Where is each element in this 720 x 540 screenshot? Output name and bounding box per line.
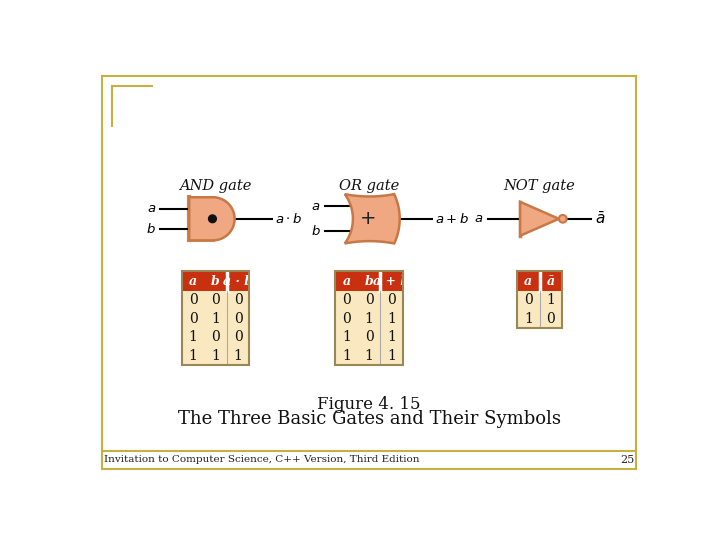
Text: a: a xyxy=(189,275,197,288)
Text: 0: 0 xyxy=(387,293,396,307)
Text: $a \cdot b$: $a \cdot b$ xyxy=(275,212,302,226)
Text: $\bar{a}$: $\bar{a}$ xyxy=(595,211,605,227)
FancyBboxPatch shape xyxy=(539,271,562,291)
Text: $a$: $a$ xyxy=(474,212,484,225)
Circle shape xyxy=(209,215,216,222)
Text: The Three Basic Gates and Their Symbols: The Three Basic Gates and Their Symbols xyxy=(178,410,560,428)
Text: $a + b$: $a + b$ xyxy=(436,212,469,226)
FancyBboxPatch shape xyxy=(336,328,402,347)
FancyBboxPatch shape xyxy=(182,328,249,347)
FancyBboxPatch shape xyxy=(517,291,562,309)
Text: Invitation to Computer Science, C++ Version, Third Edition: Invitation to Computer Science, C++ Vers… xyxy=(104,455,420,464)
Text: 1: 1 xyxy=(546,293,555,307)
Text: 0: 0 xyxy=(189,312,197,326)
FancyBboxPatch shape xyxy=(336,271,358,291)
FancyBboxPatch shape xyxy=(358,271,380,291)
FancyBboxPatch shape xyxy=(182,309,249,328)
Text: NOT gate: NOT gate xyxy=(503,179,575,193)
Text: 0: 0 xyxy=(211,293,220,307)
Text: 0: 0 xyxy=(342,312,351,326)
Text: 0: 0 xyxy=(211,330,220,345)
Text: 0: 0 xyxy=(524,293,533,307)
FancyBboxPatch shape xyxy=(227,271,249,291)
FancyBboxPatch shape xyxy=(204,271,227,291)
Text: a: a xyxy=(524,275,532,288)
Text: 0: 0 xyxy=(546,312,555,326)
Polygon shape xyxy=(345,194,400,244)
FancyBboxPatch shape xyxy=(336,291,402,309)
Text: 0: 0 xyxy=(234,330,243,345)
FancyBboxPatch shape xyxy=(182,347,249,365)
Text: 0: 0 xyxy=(234,312,243,326)
Text: 0: 0 xyxy=(342,293,351,307)
FancyBboxPatch shape xyxy=(182,291,249,309)
Text: 0: 0 xyxy=(364,330,374,345)
Text: 0: 0 xyxy=(189,293,197,307)
Text: 1: 1 xyxy=(387,330,396,345)
Polygon shape xyxy=(189,197,235,240)
Text: $b$: $b$ xyxy=(310,224,320,238)
Text: AND gate: AND gate xyxy=(179,179,252,193)
Text: 1: 1 xyxy=(342,349,351,363)
Text: 0: 0 xyxy=(234,293,243,307)
Text: ā: ā xyxy=(546,275,555,288)
FancyBboxPatch shape xyxy=(517,271,539,291)
Text: a · b: a · b xyxy=(223,275,253,288)
Text: a + b: a + b xyxy=(374,275,410,288)
Circle shape xyxy=(559,215,567,222)
FancyBboxPatch shape xyxy=(182,271,204,291)
Text: $a$: $a$ xyxy=(311,200,320,213)
Text: 1: 1 xyxy=(364,312,374,326)
Text: 1: 1 xyxy=(364,349,374,363)
FancyBboxPatch shape xyxy=(336,309,402,328)
FancyBboxPatch shape xyxy=(517,309,562,328)
Text: 1: 1 xyxy=(211,349,220,363)
Text: 25: 25 xyxy=(620,455,634,465)
Text: $a$: $a$ xyxy=(147,202,156,215)
Text: b: b xyxy=(211,275,220,288)
Text: b: b xyxy=(364,275,374,288)
Text: 1: 1 xyxy=(211,312,220,326)
Text: Figure 4. 15: Figure 4. 15 xyxy=(318,396,420,413)
Text: $b$: $b$ xyxy=(146,222,156,236)
Text: 1: 1 xyxy=(524,312,533,326)
Text: 1: 1 xyxy=(342,330,351,345)
Text: 1: 1 xyxy=(233,349,243,363)
Text: a: a xyxy=(343,275,351,288)
FancyBboxPatch shape xyxy=(380,271,402,291)
Text: +: + xyxy=(360,210,377,228)
Text: 1: 1 xyxy=(189,330,197,345)
FancyBboxPatch shape xyxy=(336,347,402,365)
Text: 0: 0 xyxy=(364,293,374,307)
Text: 1: 1 xyxy=(387,349,396,363)
Text: 1: 1 xyxy=(387,312,396,326)
Text: OR gate: OR gate xyxy=(339,179,399,193)
Text: 1: 1 xyxy=(189,349,197,363)
Polygon shape xyxy=(520,202,559,236)
